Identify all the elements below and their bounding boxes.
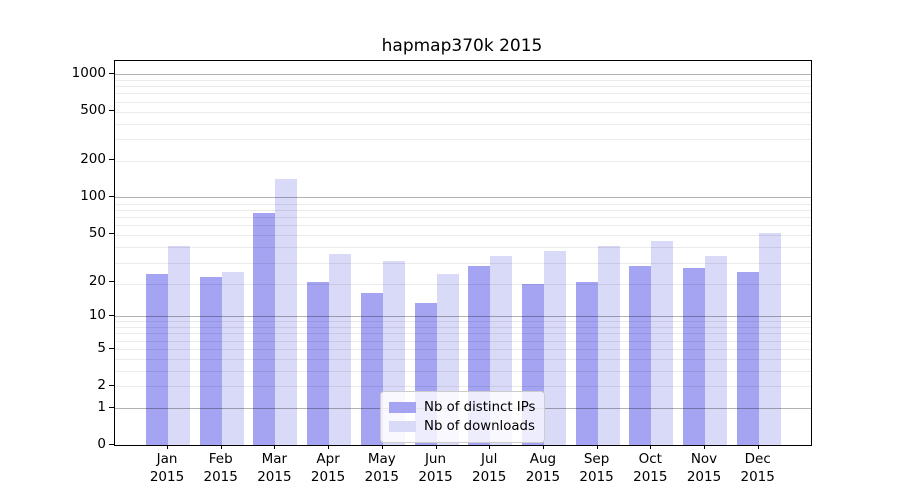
chart-title: hapmap370k 2015 — [381, 36, 543, 56]
bar-ips-apr — [307, 281, 330, 445]
bar-ips-may — [360, 293, 383, 445]
y-tick-label: 100 — [80, 188, 106, 205]
x-tick-label: Aug 2015 — [511, 451, 575, 486]
bar-downloads-sep — [597, 245, 620, 445]
x-tick-mark — [328, 445, 330, 449]
y-tick-mark — [109, 444, 114, 445]
x-tick-mark — [489, 445, 491, 449]
x-tick-label-month: Sep — [583, 451, 610, 467]
bar-downloads-nov — [705, 255, 727, 445]
x-tick-label-month: May — [367, 451, 396, 467]
x-tick-label: Feb 2015 — [189, 451, 253, 486]
y-tick-mark — [109, 233, 114, 234]
y-tick-label: 1000 — [71, 65, 106, 82]
x-tick-label-month: Apr — [316, 451, 340, 467]
y-tick-mark — [109, 280, 114, 282]
bar-downloads-mar — [275, 179, 298, 445]
x-tick-label-year: 2015 — [472, 468, 507, 485]
x-tick-label-year: 2015 — [525, 468, 561, 485]
y-tick-mark — [109, 159, 114, 161]
x-tick-label: Jul 2015 — [457, 451, 521, 486]
x-tick-mark — [757, 445, 759, 449]
bar-ips-dec — [736, 272, 759, 445]
x-tick-label-month: Dec — [744, 451, 771, 467]
x-tick-label-year: 2015 — [149, 468, 185, 485]
x-tick-label-year: 2015 — [257, 468, 292, 485]
bar-downloads-aug — [543, 251, 566, 445]
y-tick-label: 20 — [88, 272, 106, 289]
x-tick-label: Mar 2015 — [242, 451, 306, 486]
x-tick-mark — [704, 445, 705, 449]
plot-area: Nb of distinct IPs Nb of downloads — [114, 60, 812, 446]
x-tick-label-month: Oct — [638, 451, 662, 467]
y-tick-label: 1 — [97, 398, 106, 415]
x-tick-mark — [435, 445, 437, 449]
y-tick-label: 0 — [97, 436, 106, 452]
x-tick-mark — [596, 445, 598, 449]
x-tick-mark — [542, 445, 544, 449]
x-tick-mark — [274, 445, 276, 449]
legend-swatch — [389, 421, 416, 432]
x-tick-label-month: Feb — [208, 451, 233, 467]
x-tick-label: Oct 2015 — [618, 451, 682, 486]
bar-downloads-feb — [221, 272, 244, 445]
y-tick-label: 50 — [88, 225, 106, 241]
legend-item-label: Nb of distinct IPs — [424, 400, 536, 415]
y-tick-label: 200 — [80, 151, 106, 168]
y-tick-mark — [109, 110, 114, 112]
x-tick-label-month: Jan — [156, 451, 178, 467]
bar-downloads-jan — [168, 245, 190, 445]
y-tick-mark — [109, 73, 114, 75]
y-tick-label: 2 — [97, 377, 106, 393]
bar-downloads-oct — [651, 240, 674, 445]
x-tick-label: Dec 2015 — [726, 451, 790, 486]
x-tick-label-month: Nov — [690, 451, 718, 467]
x-tick-label: Nov 2015 — [672, 451, 736, 486]
x-tick-label-year: 2015 — [364, 468, 399, 485]
x-tick-label: Jan 2015 — [135, 451, 199, 486]
x-tick-label-year: 2015 — [310, 468, 346, 485]
x-tick-label-month: Jun — [424, 451, 447, 467]
bar-downloads-dec — [758, 233, 781, 445]
bars-layer — [115, 61, 811, 445]
x-tick-mark — [220, 445, 222, 449]
x-tick-label: Apr 2015 — [296, 451, 360, 486]
legend: Nb of distinct IPs Nb of downloads — [380, 391, 546, 443]
legend-item-label: Nb of downloads — [424, 419, 535, 434]
x-tick-label-month: Aug — [529, 451, 557, 467]
x-tick-mark — [381, 445, 383, 449]
x-tick-label-year: 2015 — [740, 468, 775, 485]
bar-ips-feb — [199, 276, 222, 445]
x-tick-label-month: Jul — [481, 451, 498, 467]
legend-item: Nb of downloads — [389, 417, 535, 436]
y-tick-mark — [109, 196, 114, 198]
bar-ips-sep — [575, 281, 598, 445]
y-tick-label: 500 — [80, 102, 106, 119]
x-tick-mark — [167, 445, 168, 449]
x-tick-label: Sep 2015 — [565, 451, 629, 486]
y-tick-label: 5 — [97, 339, 106, 356]
y-tick-mark — [109, 385, 114, 386]
bar-downloads-apr — [329, 254, 352, 445]
bar-ips-jan — [146, 274, 168, 445]
x-tick-mark — [650, 445, 652, 449]
x-tick-label-month: Mar — [261, 451, 288, 467]
x-tick-label: May 2015 — [350, 451, 414, 486]
y-tick-mark — [109, 406, 114, 408]
x-tick-label-year: 2015 — [686, 468, 722, 485]
x-tick-label-year: 2015 — [203, 468, 238, 485]
bar-ips-nov — [683, 268, 705, 445]
legend-swatch — [389, 402, 416, 413]
y-tick-mark — [109, 347, 114, 349]
legend-item: Nb of distinct IPs — [389, 398, 535, 417]
x-tick-label-year: 2015 — [418, 468, 453, 485]
y-tick-label: 10 — [88, 307, 106, 324]
bar-ips-oct — [629, 266, 652, 445]
x-tick-label: Jun 2015 — [404, 451, 468, 486]
x-tick-label-year: 2015 — [633, 468, 668, 485]
bar-ips-mar — [253, 212, 276, 445]
x-tick-label-year: 2015 — [579, 468, 614, 485]
y-tick-mark — [109, 315, 114, 317]
